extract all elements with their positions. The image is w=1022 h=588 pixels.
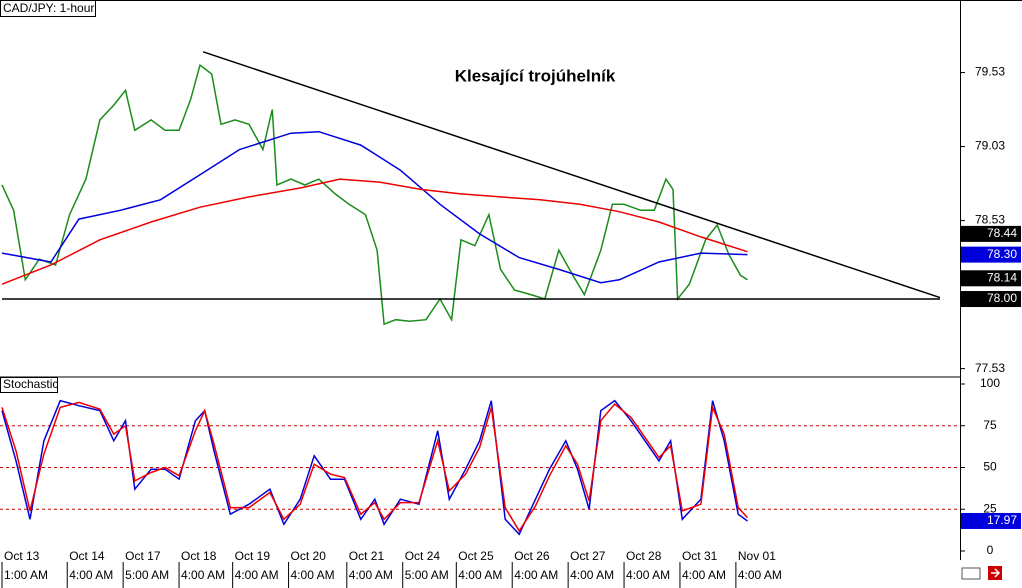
price-marker <box>961 246 1021 263</box>
x-tick-label: Oct 24 <box>405 549 441 563</box>
x-tick-time: 4:00 AM <box>291 568 335 582</box>
x-tick-label: Oct 27 <box>570 549 606 563</box>
price-marker <box>961 291 1021 308</box>
y-tick-label: 100 <box>980 376 1000 390</box>
y-tick-label: 78.53 <box>975 213 1005 227</box>
y-tick-label: 25 <box>983 501 997 515</box>
icon-button[interactable] <box>961 567 981 580</box>
x-tick-label: Oct 28 <box>626 549 662 563</box>
x-tick-label: Oct 17 <box>125 549 161 563</box>
y-tick-label: 0 <box>987 543 994 557</box>
annotation: Klesající trojúhelník <box>455 66 616 85</box>
x-tick-label: Oct 20 <box>291 549 327 563</box>
price-marker <box>961 225 1021 242</box>
x-tick-time: 4:00 AM <box>235 568 279 582</box>
x-tick-time: 1:00 AM <box>4 568 48 582</box>
y-tick-label: 79.53 <box>975 65 1005 79</box>
series-line <box>1 178 748 285</box>
series-line <box>1 63 748 326</box>
x-tick-time: 5:00 AM <box>125 568 169 582</box>
x-tick-label: Oct 25 <box>458 549 494 563</box>
x-tick-time: 5:00 AM <box>405 568 449 582</box>
x-tick-time: 4:00 AM <box>458 568 502 582</box>
x-tick-label: Oct 26 <box>514 549 550 563</box>
x-tick-label: Oct 21 <box>349 549 385 563</box>
price-marker-label: 78.14 <box>987 270 1017 284</box>
x-tick-label: Nov 01 <box>738 549 776 563</box>
toolbar-icons[interactable] <box>961 566 1002 580</box>
x-tick-time: 4:00 AM <box>682 568 726 582</box>
price-marker <box>961 270 1021 287</box>
y-tick-label: 75 <box>983 418 997 432</box>
x-tick-time: 4:00 AM <box>626 568 670 582</box>
x-tick-label: Oct 31 <box>682 549 718 563</box>
series-line <box>1 130 748 284</box>
panel-title-box <box>0 377 58 393</box>
x-tick-label: Oct 13 <box>4 549 40 563</box>
price-marker-label: 78.44 <box>987 226 1017 240</box>
x-tick-label: Oct 19 <box>235 549 271 563</box>
panel-title: Stochastic <box>3 377 58 391</box>
y-tick-label: 50 <box>983 460 997 474</box>
x-tick-time: 4:00 AM <box>514 568 558 582</box>
price-marker-label: 17.97 <box>987 513 1017 527</box>
x-tick-time: 4:00 AM <box>69 568 113 582</box>
x-tick-time: 4:00 AM <box>349 568 393 582</box>
x-tick-time: 4:00 AM <box>570 568 614 582</box>
x-tick-time: 4:00 AM <box>181 568 225 582</box>
chart-title: CAD/JPY: 1-hour <box>3 1 94 15</box>
x-tick-label: Oct 18 <box>181 549 217 563</box>
price-marker <box>961 512 1021 529</box>
series-line <box>1 401 749 533</box>
price-marker-label: 78.30 <box>987 247 1017 261</box>
icon-arrow <box>991 568 1001 578</box>
price-marker-label: 78.00 <box>987 291 1017 305</box>
trendline <box>202 51 941 299</box>
title-box <box>0 0 96 17</box>
x-tick-label: Oct 14 <box>69 549 105 563</box>
y-tick-label: 79.03 <box>975 139 1005 153</box>
x-tick-time: 4:00 AM <box>738 568 782 582</box>
y-tick-label: 77.53 <box>975 361 1005 375</box>
